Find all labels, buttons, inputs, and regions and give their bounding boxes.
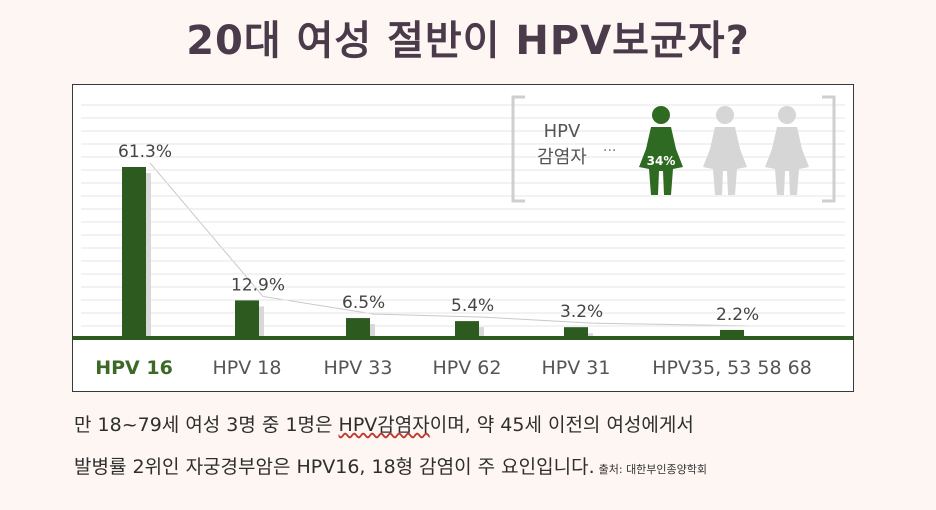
x-tick-label: HPV 31 [542,357,611,379]
data-label: 12.9% [231,275,285,295]
inset-label-line-1: HPV [544,121,581,142]
x-tick-label: HPV 62 [433,357,502,379]
inset-ellipsis: ··· [603,143,616,159]
bracket-left [511,95,525,203]
other-figure-head [778,106,796,124]
caption-line-1-a: 만 18~79세 여성 3명 중 1명은 [74,414,339,436]
infected-figure-head [652,106,670,124]
bar [455,321,479,336]
inset-label-line-2: 감염자 [537,147,587,168]
bar [122,166,146,336]
caption-line-1-highlight: HPV감염자 [338,414,430,436]
bar [346,318,370,336]
other-figure-body [765,127,809,195]
caption-line-2: 발병률 2위인 자궁경부암은 HPV16, 18형 감염이 주 요인입니다. 출처… [74,452,874,479]
other-figure-head [716,106,734,124]
data-label: 3.2% [560,302,603,322]
caption-line-2-text: 발병률 2위인 자궁경부암은 HPV16, 18형 감염이 주 요인입니다. [74,456,595,478]
caption-line-1: 만 18~79세 여성 3명 중 1명은 HPV감염자이며, 약 45세 이전의… [74,410,874,437]
data-label: 6.5% [342,293,385,313]
x-tick-label: HPV35, 53 58 68 [652,357,812,379]
data-label: 2.2% [716,305,759,325]
bar [235,300,259,336]
bracket-right [822,95,836,203]
other-figure-body [703,127,747,195]
bar [564,327,588,336]
caption-source: 출처: 대한부인종양학회 [598,463,708,476]
x-tick-label: HPV 33 [324,357,393,379]
bar [720,329,744,336]
baseline [73,336,853,340]
page-title: 20대 여성 절반이 HPV보균자? [186,18,750,64]
caption-line-1-c: 이며, 약 45세 이전의 여성에게서 [429,414,694,436]
chart-container: 61.3% 12.9% 6.5% 5.4% 3.2% 2.2% HPV 16 HPV 18 HP… [72,84,854,392]
inset-percent: 34% [647,154,676,168]
data-label: 5.4% [451,296,494,316]
x-tick-label: HPV 18 [213,357,282,379]
infected-figure-body [639,127,683,195]
x-tick-label: HPV 16 [95,357,173,379]
bar-chart: 61.3% 12.9% 6.5% 5.4% 3.2% 2.2% HPV 16 HPV 18 HP… [73,95,853,379]
data-label: 61.3% [118,142,172,162]
